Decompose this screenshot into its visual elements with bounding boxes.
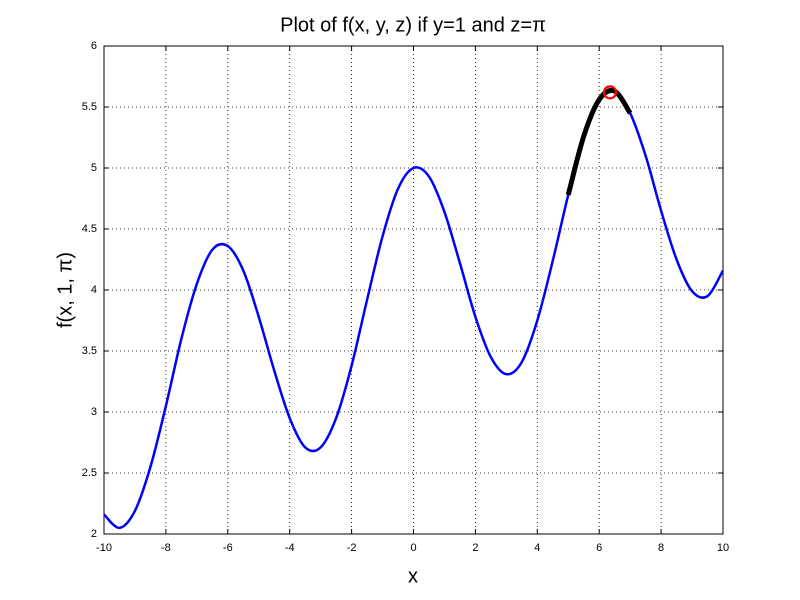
- chart-title: Plot of f(x, y, z) if y=1 and z=π: [280, 14, 546, 36]
- y-tick-label: 3.5: [82, 345, 97, 357]
- highlight-line: [565, 87, 633, 196]
- y-tick-label: 6: [91, 40, 97, 52]
- x-tick-label: -8: [161, 542, 171, 554]
- x-tick-label: 4: [534, 542, 540, 554]
- y-axis-label: f(x, 1, π): [54, 252, 76, 328]
- y-tick-label: 2: [91, 528, 97, 540]
- y-tick-label: 5.5: [82, 101, 97, 113]
- x-tick-label: -4: [285, 542, 295, 554]
- x-tick-label: -10: [96, 542, 112, 554]
- x-tick-label: -2: [347, 542, 357, 554]
- x-tick-label: -6: [223, 542, 233, 554]
- x-tick-label: 10: [717, 542, 729, 554]
- x-tick-label: 0: [410, 542, 416, 554]
- y-tick-label: 4: [91, 284, 97, 296]
- x-tick-label: 8: [658, 542, 664, 554]
- marker: [602, 85, 618, 100]
- x-tick-label: 6: [596, 542, 602, 554]
- x-tick-label: 2: [472, 542, 478, 554]
- y-tick-label: 5: [91, 162, 97, 174]
- plot-frame: [103, 45, 724, 535]
- y-tick-label: 3: [91, 406, 97, 418]
- y-tick-label: 4.5: [82, 223, 97, 235]
- y-tick-label: 2.5: [82, 467, 97, 479]
- x-axis-label: x: [408, 565, 418, 587]
